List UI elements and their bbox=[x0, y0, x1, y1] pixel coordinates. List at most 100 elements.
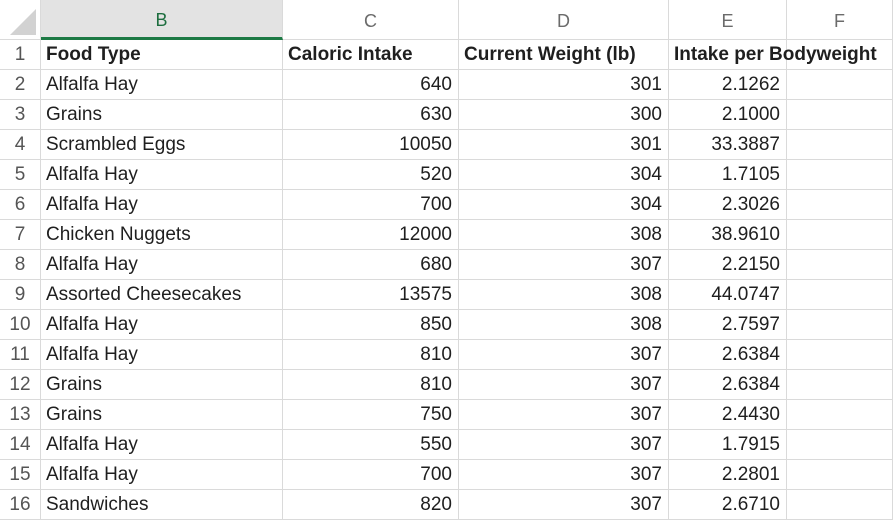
cell-food-type[interactable]: Alfalfa Hay bbox=[41, 160, 283, 190]
row-header[interactable]: 12 bbox=[0, 370, 41, 400]
cell-empty-f[interactable] bbox=[787, 70, 893, 100]
cell-food-type[interactable]: Alfalfa Hay bbox=[41, 310, 283, 340]
cell-caloric-intake[interactable]: 810 bbox=[283, 340, 459, 370]
cell-caloric-intake[interactable]: 750 bbox=[283, 400, 459, 430]
cell-food-type[interactable]: Assorted Cheesecakes bbox=[41, 280, 283, 310]
cell-intake-per-bodyweight[interactable]: 1.7105 bbox=[669, 160, 787, 190]
cell-empty-f[interactable] bbox=[787, 130, 893, 160]
cell-caloric-intake[interactable]: 680 bbox=[283, 250, 459, 280]
cell-intake-per-bodyweight[interactable]: 38.9610 bbox=[669, 220, 787, 250]
cell-empty-f[interactable] bbox=[787, 340, 893, 370]
cell-intake-per-bodyweight[interactable]: 2.6384 bbox=[669, 340, 787, 370]
row-header[interactable]: 8 bbox=[0, 250, 41, 280]
cell-current-weight[interactable]: 307 bbox=[459, 250, 669, 280]
cell-caloric-intake[interactable]: 850 bbox=[283, 310, 459, 340]
cell-food-type[interactable]: Chicken Nuggets bbox=[41, 220, 283, 250]
row-header[interactable]: 7 bbox=[0, 220, 41, 250]
cell-empty-f[interactable] bbox=[787, 250, 893, 280]
cell-empty-f[interactable] bbox=[787, 220, 893, 250]
cell-food-type[interactable]: Alfalfa Hay bbox=[41, 430, 283, 460]
row-header[interactable]: 11 bbox=[0, 340, 41, 370]
cell-caloric-intake[interactable]: 520 bbox=[283, 160, 459, 190]
row-header[interactable]: 13 bbox=[0, 400, 41, 430]
cell-empty-f[interactable] bbox=[787, 160, 893, 190]
cell-food-type[interactable]: Scrambled Eggs bbox=[41, 130, 283, 160]
row-header[interactable]: 14 bbox=[0, 430, 41, 460]
cell-empty-f[interactable] bbox=[787, 430, 893, 460]
column-header-e[interactable]: E bbox=[669, 0, 787, 40]
cell-caloric-intake[interactable]: 640 bbox=[283, 70, 459, 100]
cell-empty-f[interactable] bbox=[787, 490, 893, 520]
row-header[interactable]: 9 bbox=[0, 280, 41, 310]
column-header-d[interactable]: D bbox=[459, 0, 669, 40]
row-header[interactable]: 15 bbox=[0, 460, 41, 490]
cell-empty-f[interactable] bbox=[787, 280, 893, 310]
cell-caloric-intake[interactable]: 550 bbox=[283, 430, 459, 460]
cell-intake-per-bodyweight[interactable]: 2.2801 bbox=[669, 460, 787, 490]
cell-caloric-intake[interactable]: 820 bbox=[283, 490, 459, 520]
cell-intake-per-bodyweight[interactable]: 2.3026 bbox=[669, 190, 787, 220]
cell-current-weight[interactable]: 307 bbox=[459, 400, 669, 430]
row-header[interactable]: 6 bbox=[0, 190, 41, 220]
cell-caloric-intake[interactable]: 12000 bbox=[283, 220, 459, 250]
row-header[interactable]: 10 bbox=[0, 310, 41, 340]
column-header-b[interactable]: B bbox=[41, 0, 283, 40]
cell-current-weight[interactable]: 304 bbox=[459, 160, 669, 190]
cell-current-weight[interactable]: 308 bbox=[459, 280, 669, 310]
cell-empty-f[interactable] bbox=[787, 310, 893, 340]
cell-current-weight[interactable]: 308 bbox=[459, 220, 669, 250]
column-header-f[interactable]: F bbox=[787, 0, 893, 40]
cell-header-current-weight[interactable]: Current Weight (lb) bbox=[459, 40, 669, 70]
select-all-corner[interactable] bbox=[0, 0, 41, 40]
cell-current-weight[interactable]: 308 bbox=[459, 310, 669, 340]
cell-empty-f[interactable] bbox=[787, 460, 893, 490]
cell-caloric-intake[interactable]: 10050 bbox=[283, 130, 459, 160]
cell-caloric-intake[interactable]: 630 bbox=[283, 100, 459, 130]
cell-current-weight[interactable]: 307 bbox=[459, 460, 669, 490]
row-header[interactable]: 16 bbox=[0, 490, 41, 520]
cell-intake-per-bodyweight[interactable]: 2.7597 bbox=[669, 310, 787, 340]
cell-food-type[interactable]: Alfalfa Hay bbox=[41, 460, 283, 490]
cell-current-weight[interactable]: 304 bbox=[459, 190, 669, 220]
row-header[interactable]: 4 bbox=[0, 130, 41, 160]
cell-intake-per-bodyweight[interactable]: 2.6384 bbox=[669, 370, 787, 400]
cell-food-type[interactable]: Grains bbox=[41, 370, 283, 400]
cell-intake-per-bodyweight[interactable]: 2.4430 bbox=[669, 400, 787, 430]
cell-intake-per-bodyweight[interactable]: 33.3887 bbox=[669, 130, 787, 160]
row-header[interactable]: 3 bbox=[0, 100, 41, 130]
cell-food-type[interactable]: Alfalfa Hay bbox=[41, 70, 283, 100]
row-header[interactable]: 1 bbox=[0, 40, 41, 70]
cell-caloric-intake[interactable]: 13575 bbox=[283, 280, 459, 310]
cell-f1[interactable] bbox=[787, 40, 893, 70]
cell-intake-per-bodyweight[interactable]: 44.0747 bbox=[669, 280, 787, 310]
cell-header-intake-per-bodyweight[interactable]: Intake per Bodyweight bbox=[669, 40, 877, 70]
cell-current-weight[interactable]: 301 bbox=[459, 70, 669, 100]
cell-food-type[interactable]: Alfalfa Hay bbox=[41, 250, 283, 280]
cell-caloric-intake[interactable]: 700 bbox=[283, 460, 459, 490]
cell-intake-per-bodyweight[interactable]: 2.1262 bbox=[669, 70, 787, 100]
cell-current-weight[interactable]: 300 bbox=[459, 100, 669, 130]
cell-food-type[interactable]: Alfalfa Hay bbox=[41, 190, 283, 220]
cell-intake-per-bodyweight[interactable]: 2.6710 bbox=[669, 490, 787, 520]
cell-intake-per-bodyweight[interactable]: 2.1000 bbox=[669, 100, 787, 130]
cell-food-type[interactable]: Grains bbox=[41, 100, 283, 130]
cell-current-weight[interactable]: 301 bbox=[459, 130, 669, 160]
cell-current-weight[interactable]: 307 bbox=[459, 340, 669, 370]
column-header-c[interactable]: C bbox=[283, 0, 459, 40]
cell-food-type[interactable]: Grains bbox=[41, 400, 283, 430]
cell-intake-per-bodyweight[interactable]: 1.7915 bbox=[669, 430, 787, 460]
cell-header-food-type[interactable]: Food Type bbox=[41, 40, 283, 70]
cell-current-weight[interactable]: 307 bbox=[459, 370, 669, 400]
cell-food-type[interactable]: Sandwiches bbox=[41, 490, 283, 520]
row-header[interactable]: 5 bbox=[0, 160, 41, 190]
cell-header-caloric-intake[interactable]: Caloric Intake bbox=[283, 40, 459, 70]
cell-caloric-intake[interactable]: 700 bbox=[283, 190, 459, 220]
cell-empty-f[interactable] bbox=[787, 400, 893, 430]
cell-caloric-intake[interactable]: 810 bbox=[283, 370, 459, 400]
cell-empty-f[interactable] bbox=[787, 190, 893, 220]
cell-food-type[interactable]: Alfalfa Hay bbox=[41, 340, 283, 370]
cell-empty-f[interactable] bbox=[787, 370, 893, 400]
cell-current-weight[interactable]: 307 bbox=[459, 430, 669, 460]
cell-current-weight[interactable]: 307 bbox=[459, 490, 669, 520]
cell-empty-f[interactable] bbox=[787, 100, 893, 130]
